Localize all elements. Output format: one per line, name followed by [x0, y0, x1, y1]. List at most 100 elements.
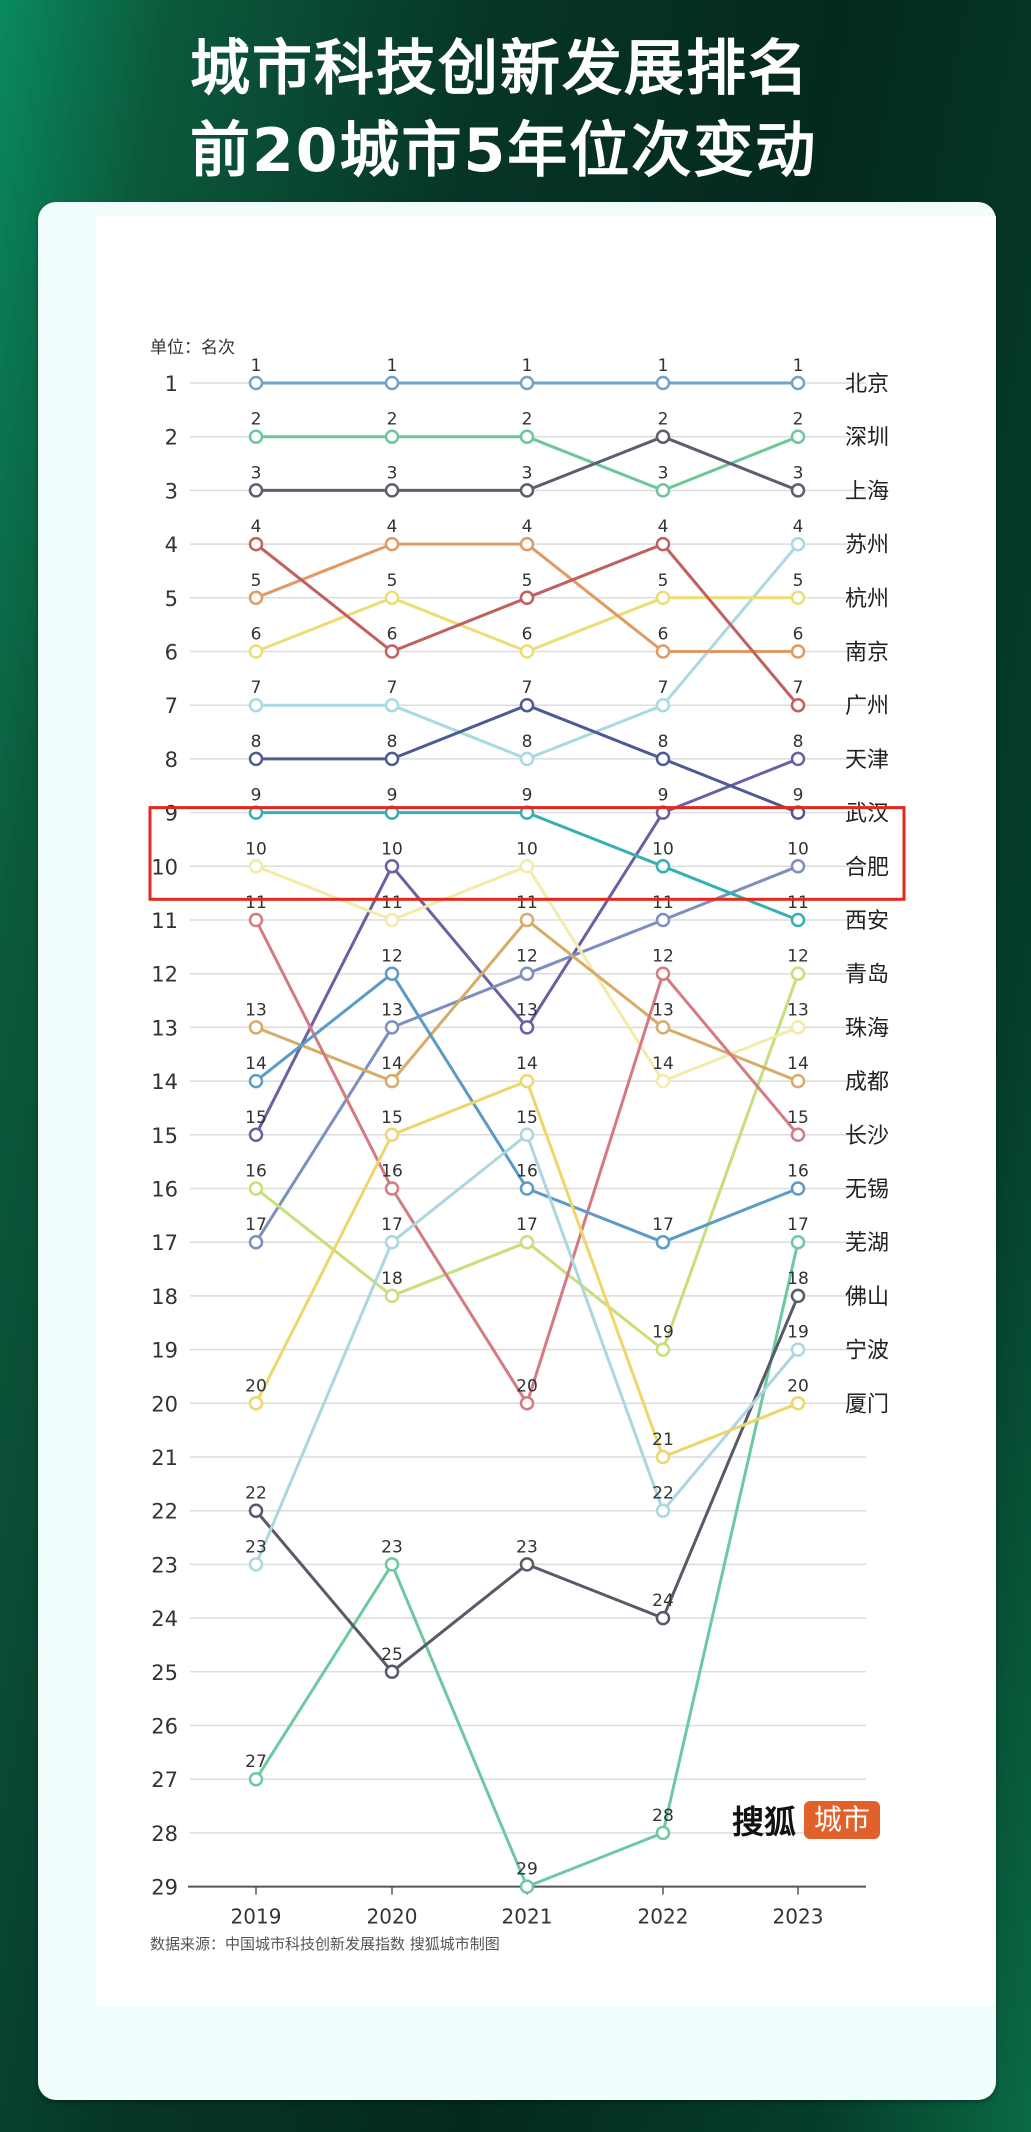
data-point [248, 751, 264, 767]
data-label: 3 [793, 463, 804, 483]
y-tick-label: 12 [151, 963, 178, 987]
data-label: 4 [658, 517, 669, 537]
data-label: 11 [652, 893, 674, 913]
data-point [655, 375, 671, 391]
data-label: 13 [652, 1000, 674, 1020]
data-label: 24 [652, 1591, 674, 1611]
y-tick-label: 15 [151, 1124, 178, 1148]
series-end-label: 青岛 [845, 963, 889, 988]
data-label: 18 [381, 1269, 403, 1289]
data-label: 1 [522, 356, 533, 376]
data-point [519, 912, 535, 928]
data-label: 17 [652, 1215, 674, 1235]
data-point [655, 1503, 671, 1518]
series-end-label: 佛山 [845, 1285, 889, 1310]
data-point [655, 912, 671, 928]
data-point [384, 1020, 400, 1035]
data-label: 2 [387, 410, 398, 430]
data-point [519, 483, 535, 498]
data-label: 8 [793, 732, 804, 752]
data-point [655, 590, 671, 606]
data-label: 6 [658, 625, 669, 645]
data-point [248, 1503, 264, 1518]
data-point [790, 1020, 806, 1035]
data-point [384, 966, 400, 981]
y-tick-label: 22 [151, 1500, 178, 1524]
data-point [248, 1181, 264, 1196]
series-end-label: 芜湖 [845, 1231, 889, 1256]
y-tick-label: 20 [151, 1392, 178, 1416]
data-label: 1 [658, 356, 669, 376]
data-point [655, 1073, 671, 1089]
y-tick-label: 11 [151, 909, 178, 933]
data-label: 8 [251, 732, 262, 752]
series-end-label: 北京 [845, 372, 889, 397]
data-label: 10 [381, 839, 403, 859]
data-label: 1 [251, 356, 262, 376]
data-point [384, 1557, 400, 1572]
logo-text: 搜狐 [732, 1803, 797, 1841]
sohu-city-logo: 搜狐 城市 [732, 1800, 881, 1841]
data-point [519, 966, 535, 981]
y-tick-label: 24 [151, 1607, 178, 1631]
data-point [655, 697, 671, 713]
data-label: 14 [787, 1054, 809, 1074]
y-tick-label: 1 [165, 372, 178, 396]
chart-card-inner [96, 216, 996, 2006]
data-label: 9 [522, 786, 533, 806]
y-tick-label: 28 [151, 1822, 178, 1846]
data-label: 19 [652, 1323, 674, 1343]
data-label: 20 [787, 1376, 809, 1396]
data-point [790, 966, 806, 981]
series-end-label: 西安 [845, 909, 889, 934]
data-label: 7 [793, 678, 804, 698]
data-label: 14 [381, 1054, 403, 1074]
data-point [790, 912, 806, 928]
data-label: 8 [658, 732, 669, 752]
y-tick-label: 3 [165, 479, 178, 503]
data-label: 3 [387, 463, 398, 483]
data-point [248, 1020, 264, 1035]
data-label: 11 [787, 893, 809, 913]
data-point [655, 751, 671, 767]
data-label: 29 [516, 1860, 538, 1880]
data-label: 20 [245, 1376, 267, 1396]
data-label: 2 [251, 410, 262, 430]
data-label: 1 [387, 356, 398, 376]
data-point [384, 644, 400, 659]
data-point [519, 375, 535, 391]
y-tick-label: 5 [165, 587, 178, 611]
data-point [790, 483, 806, 498]
series-end-label: 无锡 [845, 1178, 889, 1203]
data-label: 10 [245, 839, 267, 859]
y-tick-label: 16 [151, 1178, 178, 1202]
data-point [519, 644, 535, 659]
data-point [519, 1879, 535, 1894]
data-point [655, 1825, 671, 1841]
data-point [790, 375, 806, 391]
logo-badge: 城市 [804, 1801, 881, 1839]
data-point [384, 1073, 400, 1089]
highlight-box [148, 806, 906, 901]
series-end-label: 珠海 [845, 1016, 889, 1041]
data-point [519, 1234, 535, 1250]
data-point [384, 429, 400, 444]
data-point [248, 429, 264, 444]
data-label: 13 [516, 1000, 538, 1020]
series-end-label: 武汉 [845, 802, 889, 827]
data-point [790, 429, 806, 444]
data-point [655, 1020, 671, 1035]
y-tick-label: 29 [151, 1876, 178, 1900]
series-end-label: 合肥 [845, 855, 889, 880]
data-point [655, 644, 671, 659]
data-label: 9 [793, 786, 804, 806]
data-point [655, 1342, 671, 1357]
title-line-2: 前20城市5年位次变动 [190, 116, 818, 186]
data-point [384, 590, 400, 606]
data-point [248, 1771, 264, 1787]
data-point [790, 859, 806, 874]
data-point [790, 1181, 806, 1196]
data-point [384, 1127, 400, 1143]
data-point [519, 1073, 535, 1089]
data-point [384, 751, 400, 767]
